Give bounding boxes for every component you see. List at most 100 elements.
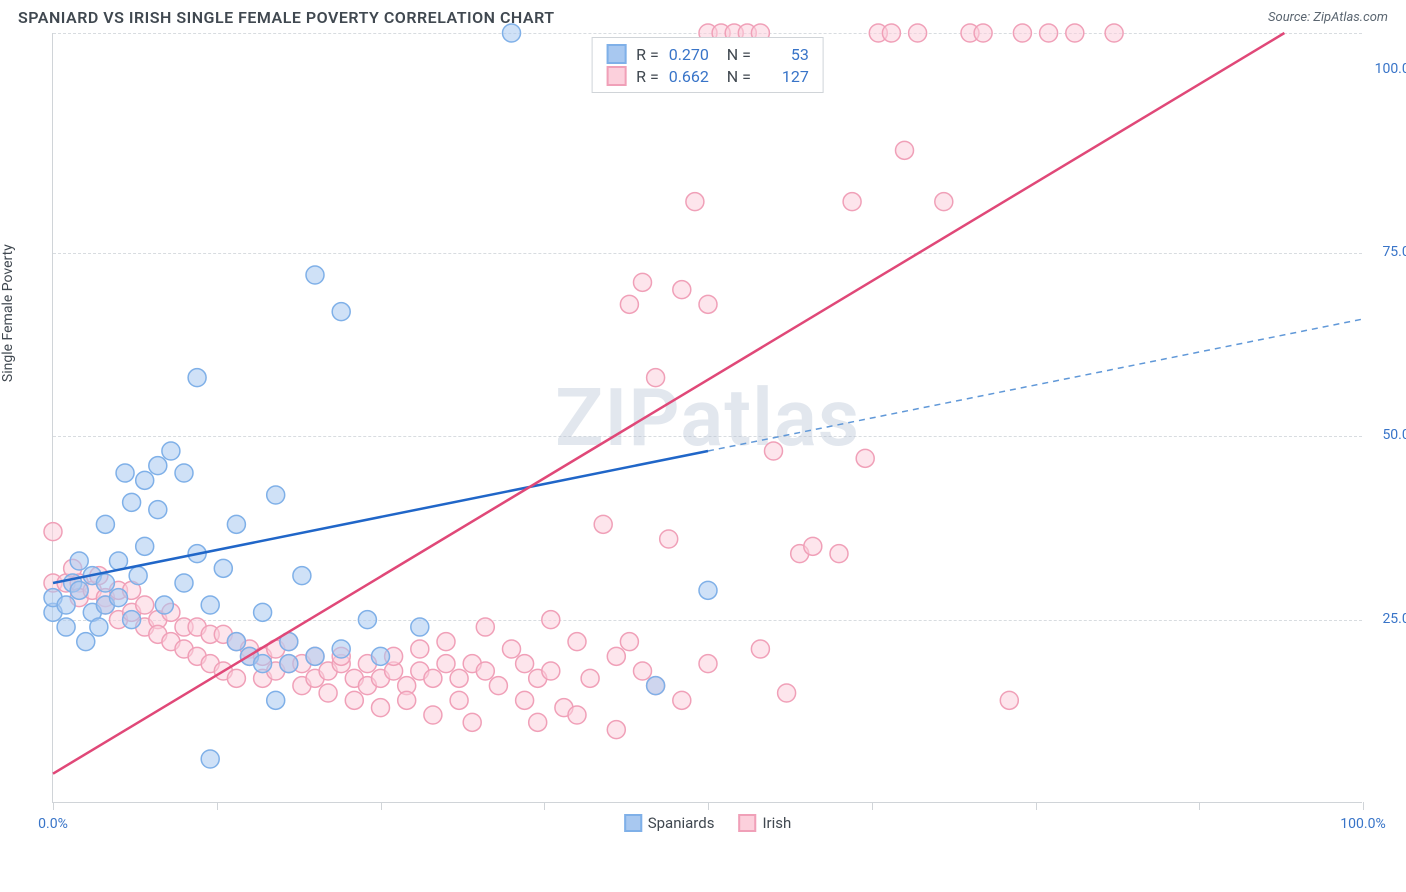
series-swatch xyxy=(606,66,626,86)
data-point xyxy=(516,691,534,709)
x-tick xyxy=(1199,802,1200,810)
data-point xyxy=(411,640,429,658)
source-attribution: Source: ZipAtlas.com xyxy=(1268,10,1388,25)
legend-item: Irish xyxy=(738,814,791,832)
data-point xyxy=(267,691,285,709)
data-point xyxy=(136,537,154,555)
legend-item: Spaniards xyxy=(624,814,715,832)
data-point xyxy=(372,699,390,717)
data-point xyxy=(227,669,245,687)
legend-swatch xyxy=(738,814,756,832)
data-point xyxy=(450,669,468,687)
data-point xyxy=(620,633,638,651)
data-point xyxy=(358,611,376,629)
y-axis-label: Single Female Poverty xyxy=(0,244,16,382)
data-point xyxy=(306,647,324,665)
data-point xyxy=(1105,24,1123,42)
legend-label: Irish xyxy=(762,814,791,832)
x-tick xyxy=(1036,802,1037,810)
data-point xyxy=(882,24,900,42)
data-point xyxy=(542,662,560,680)
data-point xyxy=(634,273,652,291)
data-point xyxy=(424,669,442,687)
data-point xyxy=(778,684,796,702)
stat-n-value: 127 xyxy=(761,67,809,86)
data-point xyxy=(96,515,114,533)
data-point xyxy=(581,669,599,687)
data-point xyxy=(437,633,455,651)
data-point xyxy=(699,581,717,599)
data-point xyxy=(110,589,128,607)
data-point xyxy=(503,24,521,42)
data-point xyxy=(44,523,62,541)
stats-row: R =0.662N =127 xyxy=(606,66,809,86)
data-point xyxy=(751,640,769,658)
data-point xyxy=(607,647,625,665)
x-tick xyxy=(708,802,709,810)
data-point xyxy=(254,655,272,673)
data-point xyxy=(463,713,481,731)
stats-row: R =0.270N =53 xyxy=(606,44,809,64)
data-point xyxy=(542,611,560,629)
data-point xyxy=(57,596,75,614)
data-point xyxy=(345,691,363,709)
stat-n-value: 53 xyxy=(761,45,809,64)
data-point xyxy=(77,633,95,651)
data-point xyxy=(594,515,612,533)
data-point xyxy=(686,193,704,211)
x-tick xyxy=(217,802,218,810)
data-point xyxy=(188,369,206,387)
data-point xyxy=(503,640,521,658)
x-tick-label: 0.0% xyxy=(38,816,68,832)
data-point xyxy=(319,684,337,702)
x-tick xyxy=(872,802,873,810)
data-point xyxy=(201,596,219,614)
data-point xyxy=(896,141,914,159)
data-point xyxy=(306,266,324,284)
chart-title: SPANIARD VS IRISH SINGLE FEMALE POVERTY … xyxy=(18,8,555,27)
data-point xyxy=(673,691,691,709)
data-point xyxy=(1013,24,1031,42)
data-point xyxy=(149,457,167,475)
data-point xyxy=(201,750,219,768)
data-point xyxy=(175,574,193,592)
data-point xyxy=(489,677,507,695)
data-point xyxy=(123,611,141,629)
data-point xyxy=(96,574,114,592)
data-point xyxy=(267,486,285,504)
data-point xyxy=(227,515,245,533)
data-point xyxy=(660,530,678,548)
trend-line-extension xyxy=(708,319,1363,451)
y-tick-label: 25.0% xyxy=(1382,611,1406,627)
data-point xyxy=(607,721,625,739)
data-point xyxy=(1066,24,1084,42)
data-point xyxy=(450,691,468,709)
data-point xyxy=(1040,24,1058,42)
stat-r-label: R = xyxy=(636,45,659,64)
data-point xyxy=(57,618,75,636)
data-point xyxy=(699,295,717,313)
data-point xyxy=(437,655,455,673)
data-point xyxy=(765,442,783,460)
data-point xyxy=(136,596,154,614)
data-point xyxy=(529,713,547,731)
data-point xyxy=(398,691,416,709)
stat-n-label: N = xyxy=(727,67,751,86)
data-point xyxy=(70,581,88,599)
data-point xyxy=(129,567,147,585)
stat-r-value: 0.270 xyxy=(669,45,717,64)
legend-bottom: Spaniards Irish xyxy=(624,814,792,832)
data-point xyxy=(70,552,88,570)
data-point xyxy=(568,633,586,651)
stat-r-value: 0.662 xyxy=(669,67,717,86)
data-point xyxy=(214,559,232,577)
data-point xyxy=(647,369,665,387)
data-point xyxy=(830,545,848,563)
data-point xyxy=(974,24,992,42)
data-point xyxy=(280,655,298,673)
data-point xyxy=(372,647,390,665)
y-tick-label: 100.0% xyxy=(1375,61,1406,77)
chart-container: Single Female Poverty ZIPatlas R =0.270N… xyxy=(18,33,1364,853)
data-point xyxy=(516,655,534,673)
x-tick xyxy=(381,802,382,810)
